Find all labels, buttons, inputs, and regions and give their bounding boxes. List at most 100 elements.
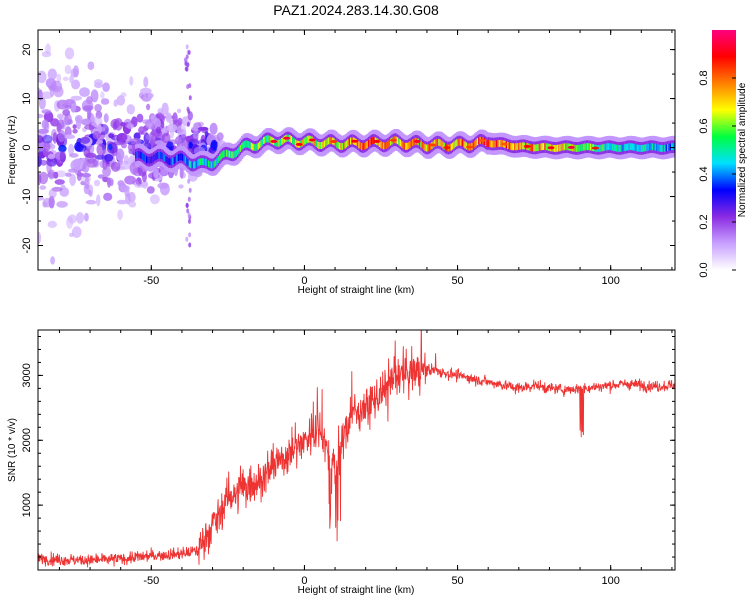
spectrogram-ridge-peak — [308, 138, 316, 142]
spectrogram-noise-blob — [65, 172, 72, 177]
spectrogram-noise-blob — [117, 180, 125, 187]
spectrogram-noise-blob — [54, 179, 65, 185]
spectrogram-noise-blob — [188, 232, 192, 238]
spectrogram-y-axis-label: Frequency (Hz) — [7, 116, 18, 185]
spectrogram-noise-blob — [38, 232, 42, 244]
spectrogram-noise-blob — [41, 119, 49, 130]
spectrogram-noise-blob — [96, 143, 106, 156]
spectrogram-ridge-peak — [389, 138, 397, 142]
spectrogram-noise-blob — [185, 236, 189, 242]
spectrogram-noise-blob — [150, 194, 160, 205]
spectrogram-noise-blob — [46, 157, 58, 167]
spectrogram-noise-blob — [84, 176, 90, 190]
spectrogram-x-tick-label: 0 — [301, 275, 307, 287]
snr-y-tick-label: 3000 — [21, 363, 33, 387]
spectrogram-noise-blob — [82, 160, 90, 173]
spectrogram-ridge-peak — [330, 140, 338, 143]
spectrogram-noise-blob — [58, 144, 67, 153]
spectrogram-noise-blob — [126, 104, 135, 115]
spectrogram-ridge-core — [673, 143, 675, 151]
spectrogram-noise-blob — [188, 83, 192, 89]
spectrogram-noise-blob — [176, 125, 187, 136]
spectrogram-noise-blob — [188, 95, 192, 101]
spectrogram-noise-blob — [64, 105, 72, 110]
spectrogram-noise-blob — [41, 109, 52, 114]
spectrogram-noise-blob — [96, 194, 101, 207]
colorbar-label: Normalized spectral amplitude — [737, 82, 748, 217]
spectrogram-noise-blob — [57, 119, 65, 130]
spectrogram-noise-blob — [161, 102, 169, 116]
spectrogram-noise-blob — [87, 61, 95, 70]
spectrogram-noise-blob — [116, 95, 126, 106]
spectrogram-noise-blob — [90, 89, 99, 103]
figure-title: PAZ1.2024.283.14.30.G08 — [273, 2, 439, 18]
spectrogram-noise-blob — [139, 130, 148, 135]
spectrogram-noise-blob — [187, 50, 191, 55]
spectrogram-y-tick-label: -10 — [21, 189, 33, 205]
spectrogram-noise-blob — [110, 161, 121, 172]
spectrogram-noise-blob — [92, 131, 101, 140]
spectrogram-ridge-peak — [373, 139, 381, 143]
spectrogram-x-axis-label: Height of straight line (km) — [298, 285, 415, 296]
spectrogram-noise-blob — [47, 220, 57, 228]
spectrogram-noise-blob — [93, 179, 101, 187]
spectrogram-noise-blob — [197, 126, 209, 131]
spectrogram-noise-blob — [136, 113, 144, 123]
spectrogram-noise-blob — [103, 192, 113, 201]
spectrogram-ridge-peak — [567, 145, 575, 149]
spectrogram-noise-blob — [188, 218, 191, 224]
snr-x-axis-label: Height of straight line (km) — [298, 585, 415, 596]
spectrogram-noise-blob — [143, 76, 149, 88]
spectrogram-noise-blob — [69, 232, 74, 237]
spectrogram-noise-blob — [38, 113, 44, 119]
colorbar-tick-label: 0.6 — [698, 118, 710, 133]
colorbar-tick-label: 0.8 — [698, 70, 710, 85]
spectrogram-y-tick-label: 10 — [21, 92, 33, 104]
spectrogram-noise-blob — [41, 51, 52, 58]
spectrogram-noise-blob — [188, 187, 192, 193]
spectrogram-noise-blob — [91, 116, 103, 128]
spectrogram-ridge-peak — [295, 142, 303, 146]
spectrogram-noise-blob — [52, 132, 58, 144]
spectrogram-x-tick-label: -50 — [143, 275, 159, 287]
spectrogram-noise-blob — [47, 153, 56, 160]
colorbar-tick-label: 0.2 — [698, 214, 710, 229]
snr-x-tick-label: 50 — [451, 575, 463, 587]
spectrogram-noise-blob — [83, 104, 94, 111]
spectrogram-noise-blob — [186, 208, 190, 214]
spectrogram-ridge-peak — [591, 146, 599, 150]
spectrogram-noise-blob — [134, 183, 144, 188]
spectrogram-noise-blob — [100, 98, 110, 105]
spectrogram-ridge-peak — [547, 146, 555, 150]
spectrogram-noise-blob — [128, 201, 137, 208]
spectrogram-noise-blob — [153, 118, 161, 129]
spectrogram-noise-blob — [38, 196, 45, 201]
spectrogram-noise-blob — [76, 170, 82, 182]
spectrogram-panel: -50 0 50 100 -20 -10 0 10 20 Height of straight … — [7, 29, 676, 296]
spectrogram-noise-blob — [56, 201, 68, 208]
spectrogram-noise-blob — [177, 108, 182, 114]
spectrogram-noise-blob — [146, 103, 151, 111]
spectrogram-noise-blob — [102, 176, 109, 183]
spectrogram-noise-blob — [165, 112, 172, 123]
spectrogram-noise-blob — [100, 91, 105, 99]
colorbar-scale — [712, 30, 736, 270]
spectrogram-noise-blob — [74, 143, 87, 153]
spectrogram-noise-blob — [179, 165, 184, 179]
spectrogram-noise-blob — [69, 74, 74, 84]
spectrogram-noise-blob — [64, 134, 76, 140]
spectrogram-ridge-peak — [283, 136, 291, 140]
snr-axes-frame — [37, 329, 676, 571]
spectrogram-ridge-peak — [523, 144, 531, 148]
spectrogram-noise-blob — [72, 128, 78, 134]
spectrogram-noise-blob — [124, 175, 136, 185]
spectrogram-noise-blob — [50, 256, 55, 265]
spectrogram-noise-blob — [104, 154, 114, 162]
snr-series-line — [38, 330, 675, 568]
spectrogram-noise-blob — [38, 172, 42, 186]
spectrogram-noise-blob — [64, 113, 72, 126]
spectrogram-noise-blob — [40, 159, 47, 166]
spectrogram-noise-blob — [160, 168, 169, 176]
spectrogram-y-tick-label: -20 — [21, 238, 33, 254]
spectrogram-noise-blob — [191, 126, 200, 132]
